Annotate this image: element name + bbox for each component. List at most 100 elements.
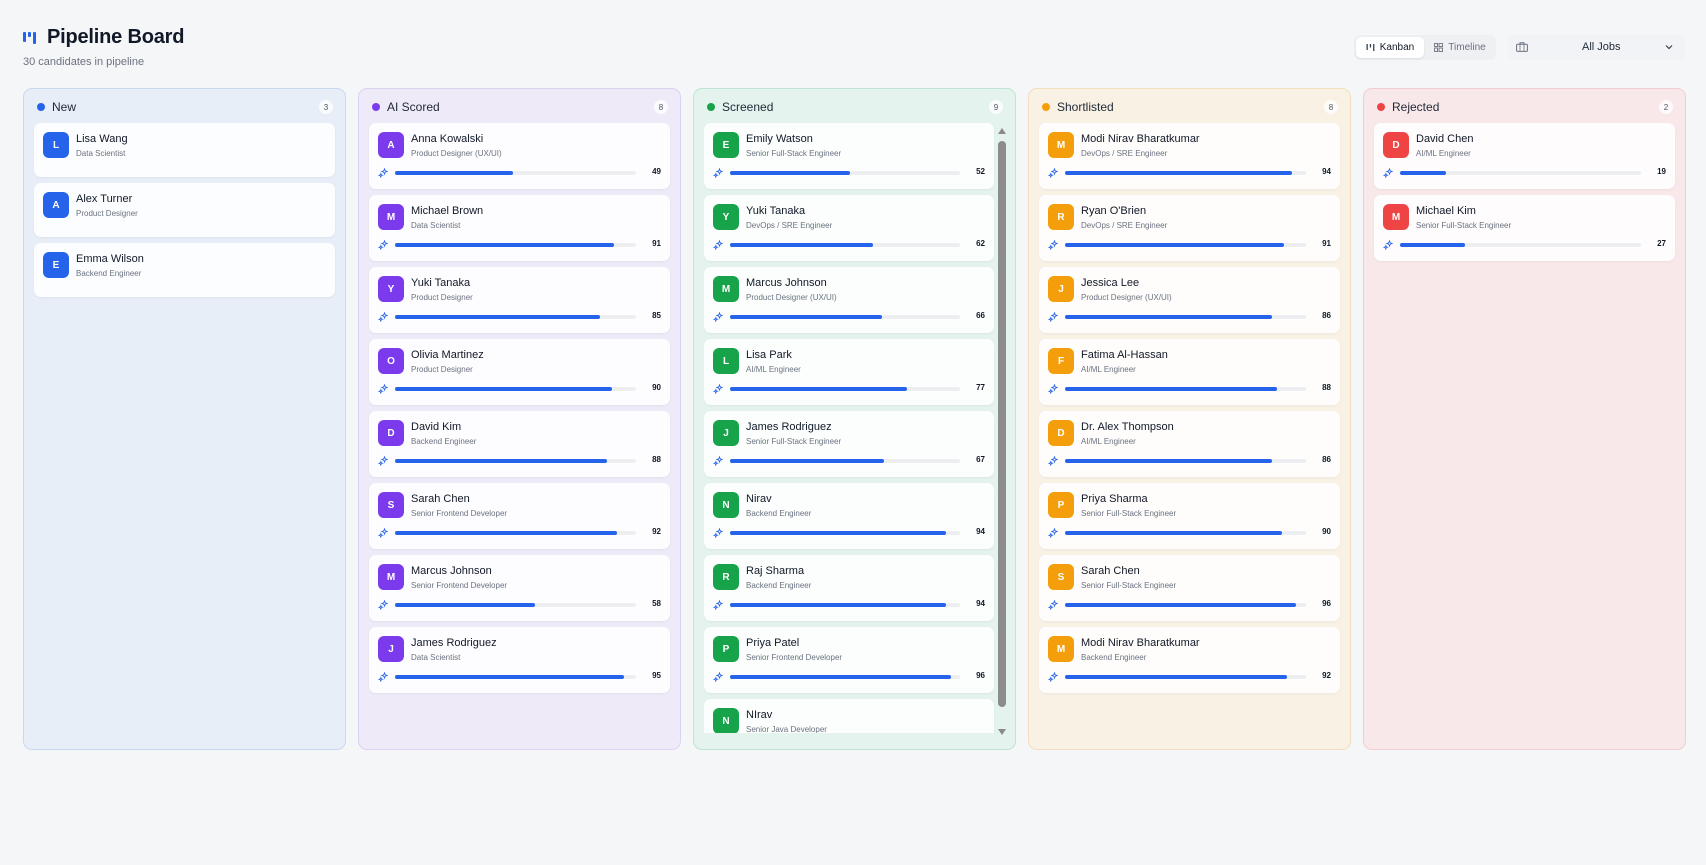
briefcase-icon xyxy=(1516,42,1528,52)
score-value: 62 xyxy=(976,239,985,248)
column-status-dot xyxy=(372,103,380,111)
candidate-role: AI/ML Engineer xyxy=(1416,149,1471,158)
title-row: Pipeline Board xyxy=(23,26,184,49)
column-header: AI Scored 8 xyxy=(369,99,670,115)
candidate-card[interactable]: Y Yuki Tanaka Product Designer 85 xyxy=(369,267,670,333)
candidate-name: NIrav xyxy=(746,709,773,721)
candidate-card[interactable]: P Priya Sharma Senior Full-Stack Engineer 9… xyxy=(1039,483,1340,549)
scrollbar-thumb[interactable] xyxy=(998,141,1006,707)
ai-score-row: 88 xyxy=(1048,383,1331,395)
candidate-card[interactable]: M Michael Kim Senior Full-Stack Engineer 27 xyxy=(1374,195,1675,261)
card-scroll-area[interactable]: E Emily Watson Senior Full-Stack Engineer 5… xyxy=(704,123,1005,733)
candidate-card[interactable]: J James Rodriguez Data Scientist 95 xyxy=(369,627,670,693)
score-bar xyxy=(730,171,850,175)
scrollbar[interactable] xyxy=(998,126,1006,737)
scroll-up-arrow[interactable] xyxy=(998,128,1006,134)
candidate-card[interactable]: J James Rodriguez Senior Full-Stack Engine… xyxy=(704,411,994,477)
score-track xyxy=(395,171,636,175)
candidate-card[interactable]: J Jessica Lee Product Designer (UX/UI) 86 xyxy=(1039,267,1340,333)
candidate-role: Senior Java Developer xyxy=(746,725,827,733)
candidate-role: Senior Full-Stack Engineer xyxy=(746,437,842,446)
score-bar xyxy=(1065,243,1285,247)
candidate-card[interactable]: M Modi Nirav Bharatkumar DevOps / SRE Engi… xyxy=(1039,123,1340,189)
score-track xyxy=(730,531,960,535)
score-bar xyxy=(395,315,600,319)
candidate-card[interactable]: M Marcus Johnson Senior Frontend Developer… xyxy=(369,555,670,621)
candidate-card[interactable]: E Emma Wilson Backend Engineer xyxy=(34,243,335,297)
timeline-label: Timeline xyxy=(1448,42,1486,53)
candidate-role: Backend Engineer xyxy=(746,509,812,518)
candidate-name: Fatima Al-Hassan xyxy=(1081,349,1168,361)
kanban-icon xyxy=(1366,44,1375,51)
ai-sparkle-icon xyxy=(1048,600,1058,610)
candidate-card[interactable]: M Michael Brown Data Scientist 91 xyxy=(369,195,670,261)
candidate-card[interactable]: E Emily Watson Senior Full-Stack Engineer 5… xyxy=(704,123,994,189)
candidate-card[interactable]: D David Kim Backend Engineer 88 xyxy=(369,411,670,477)
ai-sparkle-icon xyxy=(378,672,388,682)
ai-score-row: 94 xyxy=(1048,167,1331,179)
candidate-name: Alex Turner xyxy=(76,193,133,205)
score-bar xyxy=(395,675,624,679)
score-track xyxy=(1065,243,1306,247)
candidate-card[interactable]: L Lisa Park AI/ML Engineer 77 xyxy=(704,339,994,405)
ai-score-row: 86 xyxy=(1048,311,1331,323)
candidate-card[interactable]: O Olivia Martinez Product Designer 90 xyxy=(369,339,670,405)
candidate-name: David Chen xyxy=(1416,133,1474,145)
avatar: J xyxy=(713,420,739,446)
ai-score-row: 91 xyxy=(378,239,661,251)
column-ai-scored: AI Scored 8 A Anna Kowalski Product Designer… xyxy=(358,88,681,750)
ai-sparkle-icon xyxy=(1048,528,1058,538)
candidate-card[interactable]: N Nirav Backend Engineer 94 xyxy=(704,483,994,549)
ai-score-row: 77 xyxy=(713,383,985,395)
candidate-card[interactable]: M Modi Nirav Bharatkumar Backend Engineer 9… xyxy=(1039,627,1340,693)
jobs-filter-select[interactable]: All Jobs xyxy=(1508,35,1685,60)
candidate-card[interactable]: D David Chen AI/ML Engineer 19 xyxy=(1374,123,1675,189)
score-track xyxy=(395,243,636,247)
ai-score-row: 85 xyxy=(378,311,661,323)
candidate-card[interactable]: R Raj Sharma Backend Engineer 94 xyxy=(704,555,994,621)
candidate-card[interactable]: A Anna Kowalski Product Designer (UX/UI) 49 xyxy=(369,123,670,189)
score-bar xyxy=(1065,675,1287,679)
candidate-card[interactable]: Y Yuki Tanaka DevOps / SRE Engineer 62 xyxy=(704,195,994,261)
ai-sparkle-icon xyxy=(1383,240,1393,250)
candidate-name: Raj Sharma xyxy=(746,565,805,577)
candidate-card[interactable]: F Fatima Al-Hassan AI/ML Engineer 88 xyxy=(1039,339,1340,405)
ai-sparkle-icon xyxy=(378,456,388,466)
score-track xyxy=(1065,387,1306,391)
candidate-name: Emma Wilson xyxy=(76,253,144,265)
candidate-role: Product Designer xyxy=(411,365,473,374)
score-value: 92 xyxy=(652,527,661,536)
ai-score-row: 91 xyxy=(1048,239,1331,251)
timeline-view-button[interactable]: Timeline xyxy=(1426,37,1494,58)
score-track xyxy=(395,315,636,319)
score-track xyxy=(730,387,960,391)
column-status-dot xyxy=(1042,103,1050,111)
ai-sparkle-icon xyxy=(713,456,723,466)
ai-sparkle-icon xyxy=(713,312,723,322)
avatar: A xyxy=(43,192,69,218)
score-value: 27 xyxy=(1657,239,1666,248)
candidate-card[interactable]: M Marcus Johnson Product Designer (UX/UI) 6… xyxy=(704,267,994,333)
score-bar xyxy=(1065,171,1292,175)
candidate-card[interactable]: A Alex Turner Product Designer xyxy=(34,183,335,237)
candidate-name: Yuki Tanaka xyxy=(746,205,806,217)
candidate-card[interactable]: L Lisa Wang Data Scientist xyxy=(34,123,335,177)
candidate-name: Michael Brown xyxy=(411,205,484,217)
kanban-view-button[interactable]: Kanban xyxy=(1356,37,1424,58)
candidate-card[interactable]: R Ryan O'Brien DevOps / SRE Engineer 91 xyxy=(1039,195,1340,261)
candidate-role: Product Designer (UX/UI) xyxy=(746,293,837,302)
kanban-icon xyxy=(23,30,37,46)
candidate-card[interactable]: D Dr. Alex Thompson AI/ML Engineer 86 xyxy=(1039,411,1340,477)
candidate-card[interactable]: S Sarah Chen Senior Full-Stack Engineer 96 xyxy=(1039,555,1340,621)
column-title: New xyxy=(52,100,77,114)
score-track xyxy=(730,315,960,319)
ai-sparkle-icon xyxy=(1048,168,1058,178)
score-value: 90 xyxy=(652,383,661,392)
candidate-card[interactable]: S Sarah Chen Senior Frontend Developer 92 xyxy=(369,483,670,549)
scroll-down-arrow[interactable] xyxy=(998,729,1006,735)
ai-score-row: 27 xyxy=(1383,239,1666,251)
candidate-role: Senior Full-Stack Engineer xyxy=(1081,509,1177,518)
candidate-card[interactable]: P Priya Patel Senior Frontend Developer 96 xyxy=(704,627,994,693)
kanban-label: Kanban xyxy=(1379,42,1415,53)
